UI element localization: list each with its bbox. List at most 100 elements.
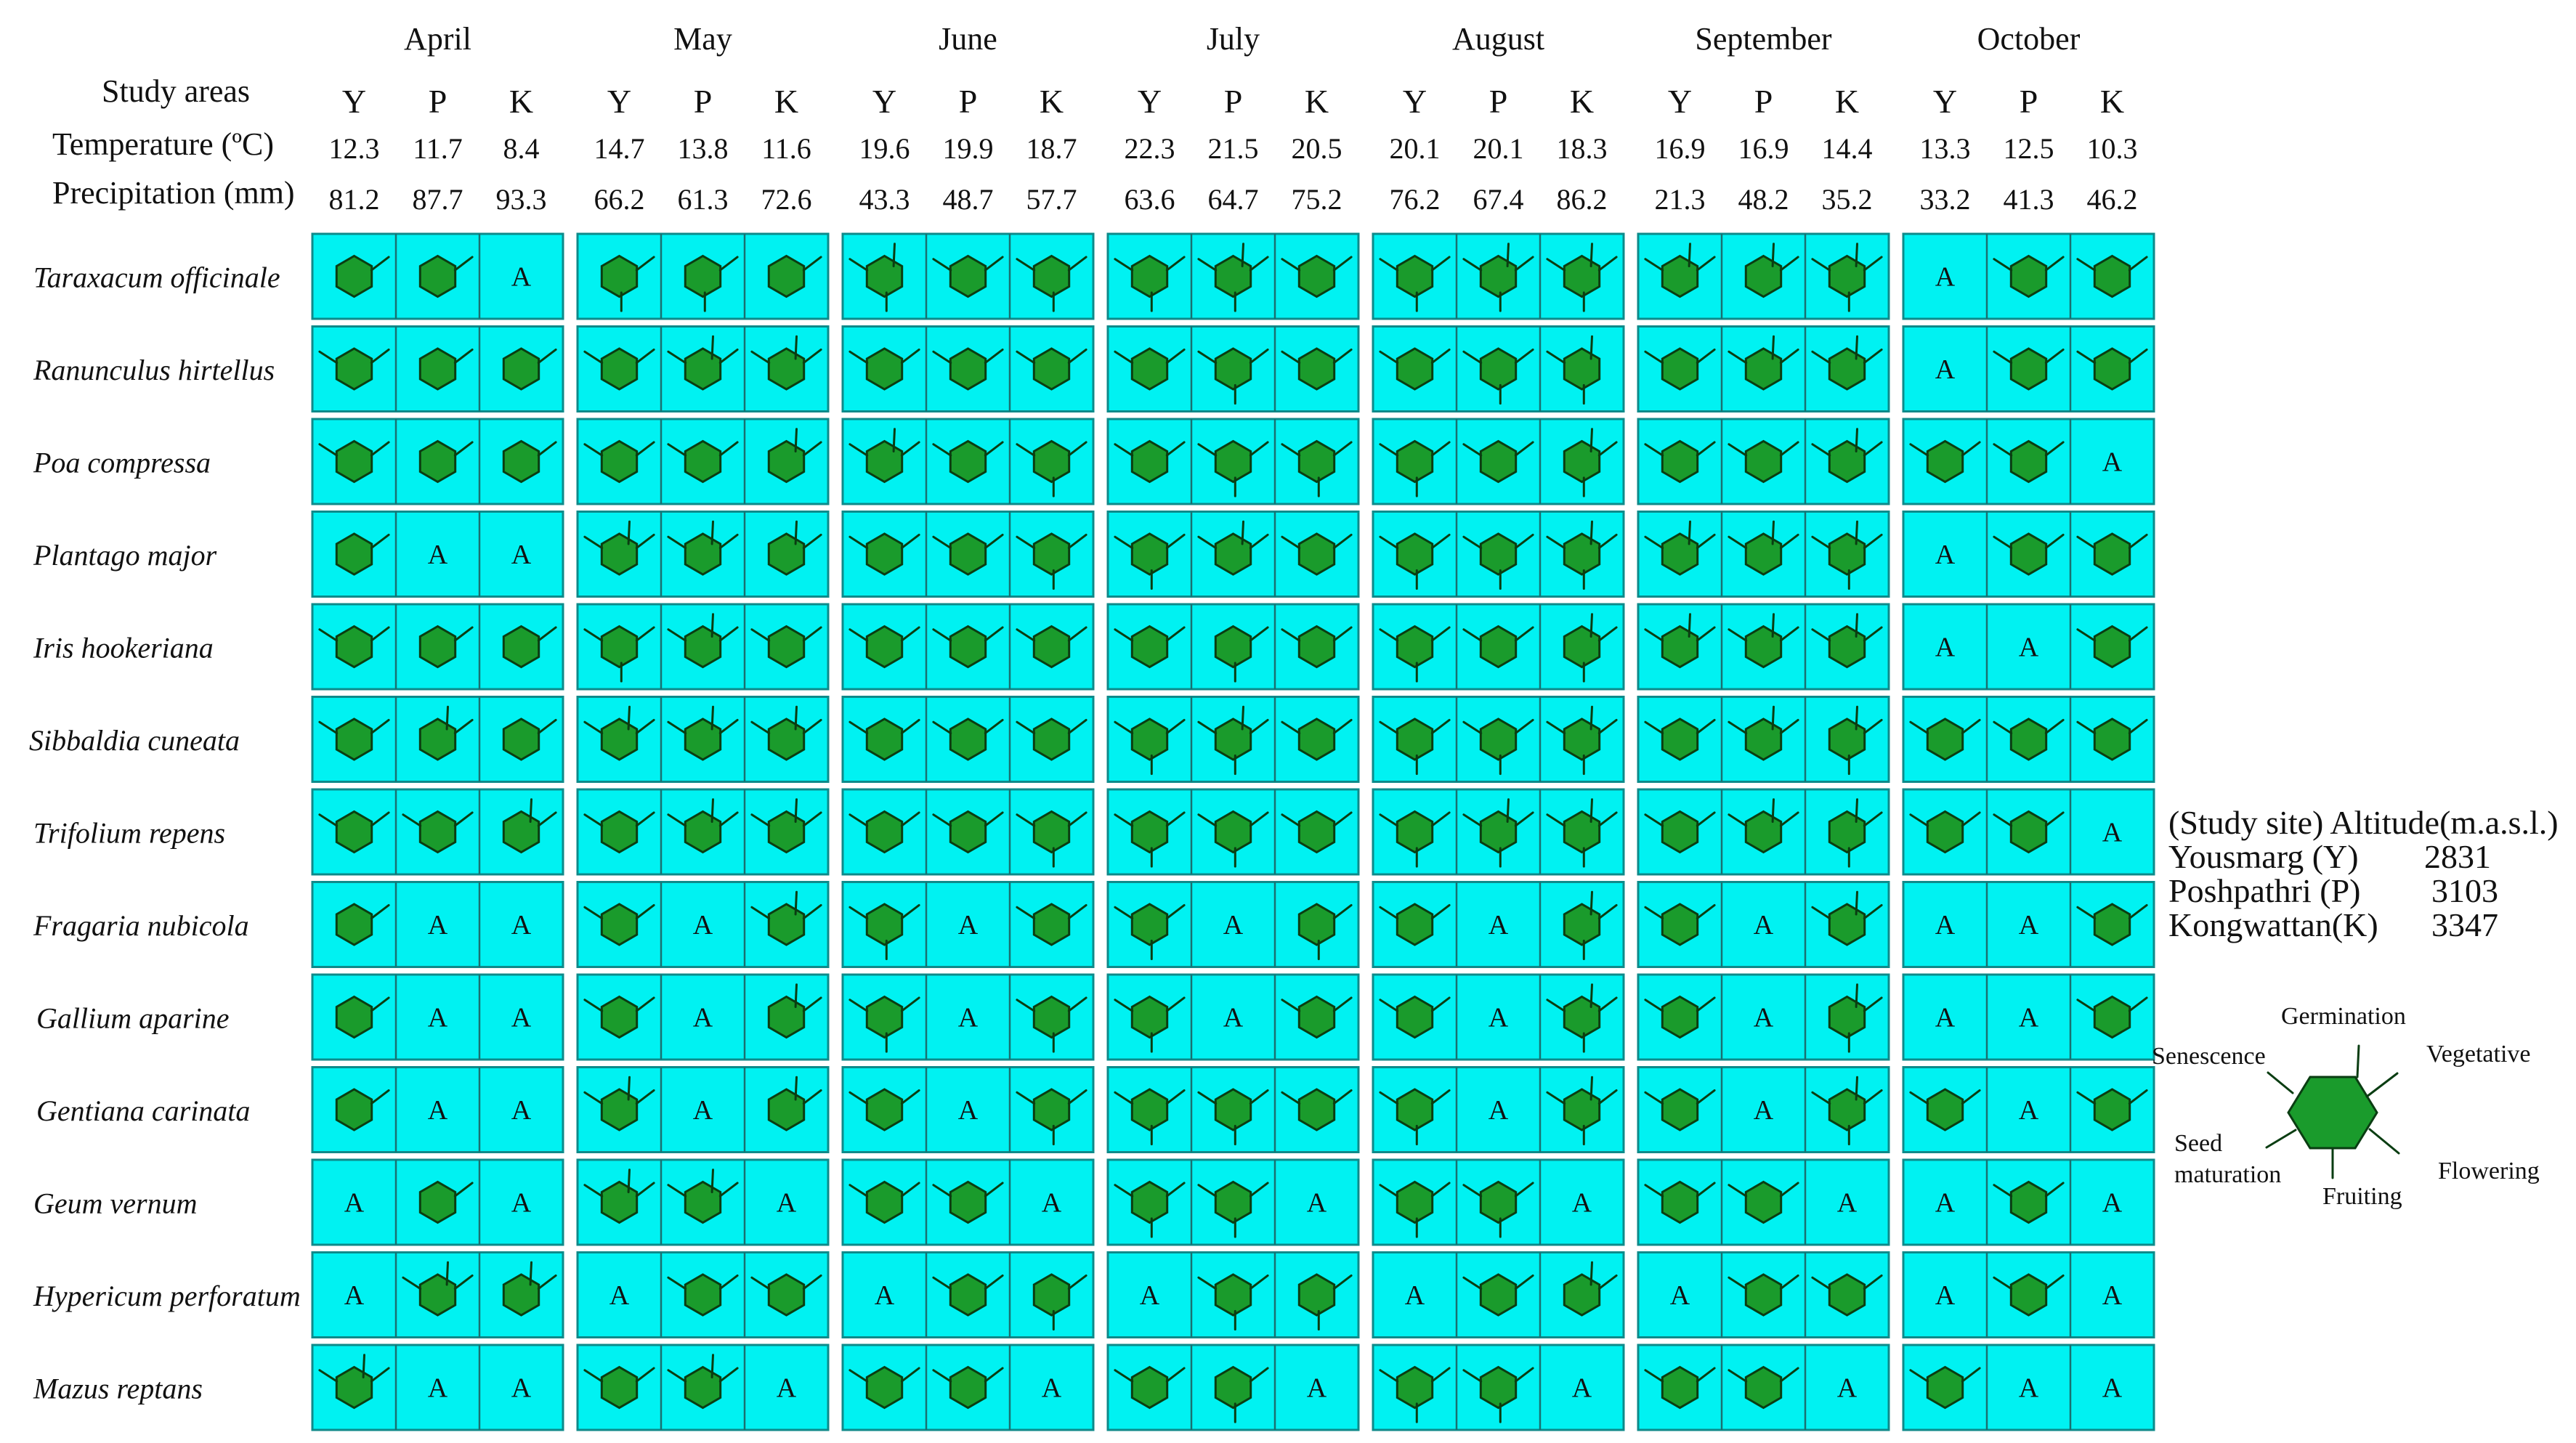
phenophase-ray bbox=[1197, 535, 1218, 550]
phenophase-hexagon-icon bbox=[1297, 347, 1336, 391]
phenophase-ray bbox=[1589, 335, 1593, 360]
phenophase-ray bbox=[848, 443, 869, 457]
absent-mark: A bbox=[511, 910, 532, 940]
phenophase-ray bbox=[453, 811, 474, 827]
phenophase-hexagon-icon bbox=[684, 810, 722, 854]
phenophase-ray bbox=[1993, 813, 2013, 827]
phenophase-ray bbox=[1779, 348, 1799, 365]
absent-mark: A bbox=[1935, 1188, 1956, 1219]
phenophase-ray bbox=[1165, 1182, 1186, 1198]
phenophase-ray bbox=[362, 1354, 365, 1378]
phenophase-hexagon-icon bbox=[1744, 439, 1783, 484]
phenophase-ray bbox=[1067, 811, 1087, 827]
phenophase-ray bbox=[2128, 533, 2148, 550]
phenophase-ray bbox=[1114, 1184, 1134, 1198]
phenophase-hexagon-icon bbox=[1032, 625, 1071, 669]
precipitation-value: 76.2 bbox=[1390, 183, 1441, 216]
phenophase-hexagon-icon bbox=[600, 254, 639, 298]
phenophase-ray bbox=[1332, 1089, 1353, 1105]
phenophase-ray bbox=[1241, 705, 1244, 731]
phenophase-ray bbox=[802, 1089, 822, 1105]
phenophase-ray bbox=[1249, 1182, 1269, 1198]
phenophase-ray bbox=[1993, 720, 2013, 735]
phenophase-ray bbox=[667, 1184, 687, 1198]
phenophase-ray bbox=[1961, 718, 1981, 735]
phenophase-hexagon-icon bbox=[865, 995, 904, 1039]
phenophase-hexagon-icon bbox=[1926, 718, 1964, 761]
phenophase-ray bbox=[583, 628, 604, 642]
phenophase-ray bbox=[1546, 813, 1566, 827]
phenophase-hexagon-icon bbox=[1563, 532, 1601, 576]
phenophase-hexagon-icon bbox=[1479, 1273, 1518, 1317]
phenophase-ray bbox=[1016, 720, 1036, 735]
phenophase-hexagon-icon bbox=[767, 903, 806, 946]
phenophase-ray bbox=[1863, 348, 1883, 365]
phenophase-ray bbox=[1462, 628, 1483, 642]
phenophase-ray bbox=[1514, 1182, 1534, 1198]
phenophase-ray bbox=[848, 535, 869, 550]
phenophase-ray bbox=[1597, 996, 1618, 1012]
phenophase-ray bbox=[1067, 441, 1087, 457]
phenophase-ray bbox=[1379, 720, 1399, 735]
phenophase-ray bbox=[1462, 443, 1483, 457]
phenophase-ray bbox=[1993, 443, 2013, 457]
phenophase-ray bbox=[635, 811, 655, 827]
site-label: K bbox=[1570, 83, 1594, 120]
phenophase-hexagon-icon bbox=[1744, 532, 1783, 576]
phenophase-ray bbox=[710, 798, 714, 823]
phenophase-hexagon-icon bbox=[1479, 810, 1518, 854]
phenophase-ray bbox=[1379, 1091, 1399, 1105]
phenophase-ray bbox=[1462, 813, 1483, 827]
phenophase-ray bbox=[1197, 1184, 1218, 1198]
altitude-value-yousmarg: 2831 bbox=[2424, 838, 2491, 875]
phenophase-ray bbox=[1281, 628, 1301, 642]
phenophase-ray bbox=[1909, 813, 1929, 827]
phenophase-ray bbox=[583, 906, 604, 920]
phenophase-ray bbox=[667, 720, 687, 735]
phenophase-hexagon-icon bbox=[865, 1365, 904, 1410]
phenophase-ray bbox=[1430, 996, 1451, 1012]
phenophase-ray bbox=[1696, 1182, 1716, 1198]
phenophase-hexagon-icon bbox=[1828, 1273, 1866, 1317]
phenophase-ray bbox=[2044, 1182, 2065, 1198]
phenophase-hexagon-icon bbox=[335, 254, 373, 298]
phenophase-ray bbox=[794, 428, 798, 452]
phenophase-hexagon-icon bbox=[418, 810, 457, 854]
phenophase-ray bbox=[1016, 443, 1036, 457]
absent-mark: A bbox=[1489, 910, 1509, 940]
phenophase-ray bbox=[718, 348, 739, 365]
phenophase-hexagon-icon bbox=[1297, 995, 1336, 1039]
legend-vegetative-label: Vegetative bbox=[2426, 1041, 2531, 1068]
phenophase-ray bbox=[1728, 1369, 1748, 1383]
phenophase-hexagon-icon bbox=[335, 903, 373, 946]
absent-mark: A bbox=[1837, 1188, 1858, 1219]
phenophase-ray bbox=[583, 720, 604, 735]
phenophase-ray bbox=[1728, 535, 1748, 550]
altitude-table-header: (Study site) Altitude(m.a.s.l.) bbox=[2168, 804, 2559, 841]
phenophase-ray bbox=[627, 705, 631, 731]
phenophase-ray bbox=[2128, 718, 2148, 735]
phenophase-ray bbox=[1114, 535, 1134, 550]
phenophase-hexagon-icon bbox=[1130, 347, 1169, 391]
temperature-value: 8.4 bbox=[503, 132, 540, 165]
phenophase-ray bbox=[1067, 533, 1087, 550]
absent-mark: A bbox=[511, 1188, 532, 1219]
phenophase-ray bbox=[667, 813, 687, 827]
phenophase-hexagon-icon bbox=[1396, 1088, 1434, 1131]
phenophase-ray bbox=[1165, 996, 1186, 1012]
phenophase-hexagon-icon bbox=[1563, 718, 1601, 761]
phenophase-ray bbox=[1644, 999, 1664, 1012]
phenophase-hexagon-icon bbox=[600, 903, 639, 946]
phenophase-hexagon-icon bbox=[1214, 1365, 1252, 1410]
phenophase-ray bbox=[1597, 441, 1618, 457]
phenophase-hexagon-icon bbox=[1828, 1088, 1866, 1131]
phenophase-ray bbox=[802, 533, 822, 550]
temperature-value: 10.3 bbox=[2087, 132, 2138, 165]
phenophase-ray bbox=[750, 350, 771, 365]
phenophase-hexagon-icon bbox=[1297, 439, 1336, 484]
species-label: Mazus reptans bbox=[33, 1373, 203, 1405]
phenophase-ray bbox=[900, 903, 920, 920]
phenophase-hexagon-icon bbox=[335, 532, 373, 576]
phenophase-ray bbox=[1811, 443, 1831, 457]
phenophase-ray bbox=[1165, 1367, 1186, 1383]
